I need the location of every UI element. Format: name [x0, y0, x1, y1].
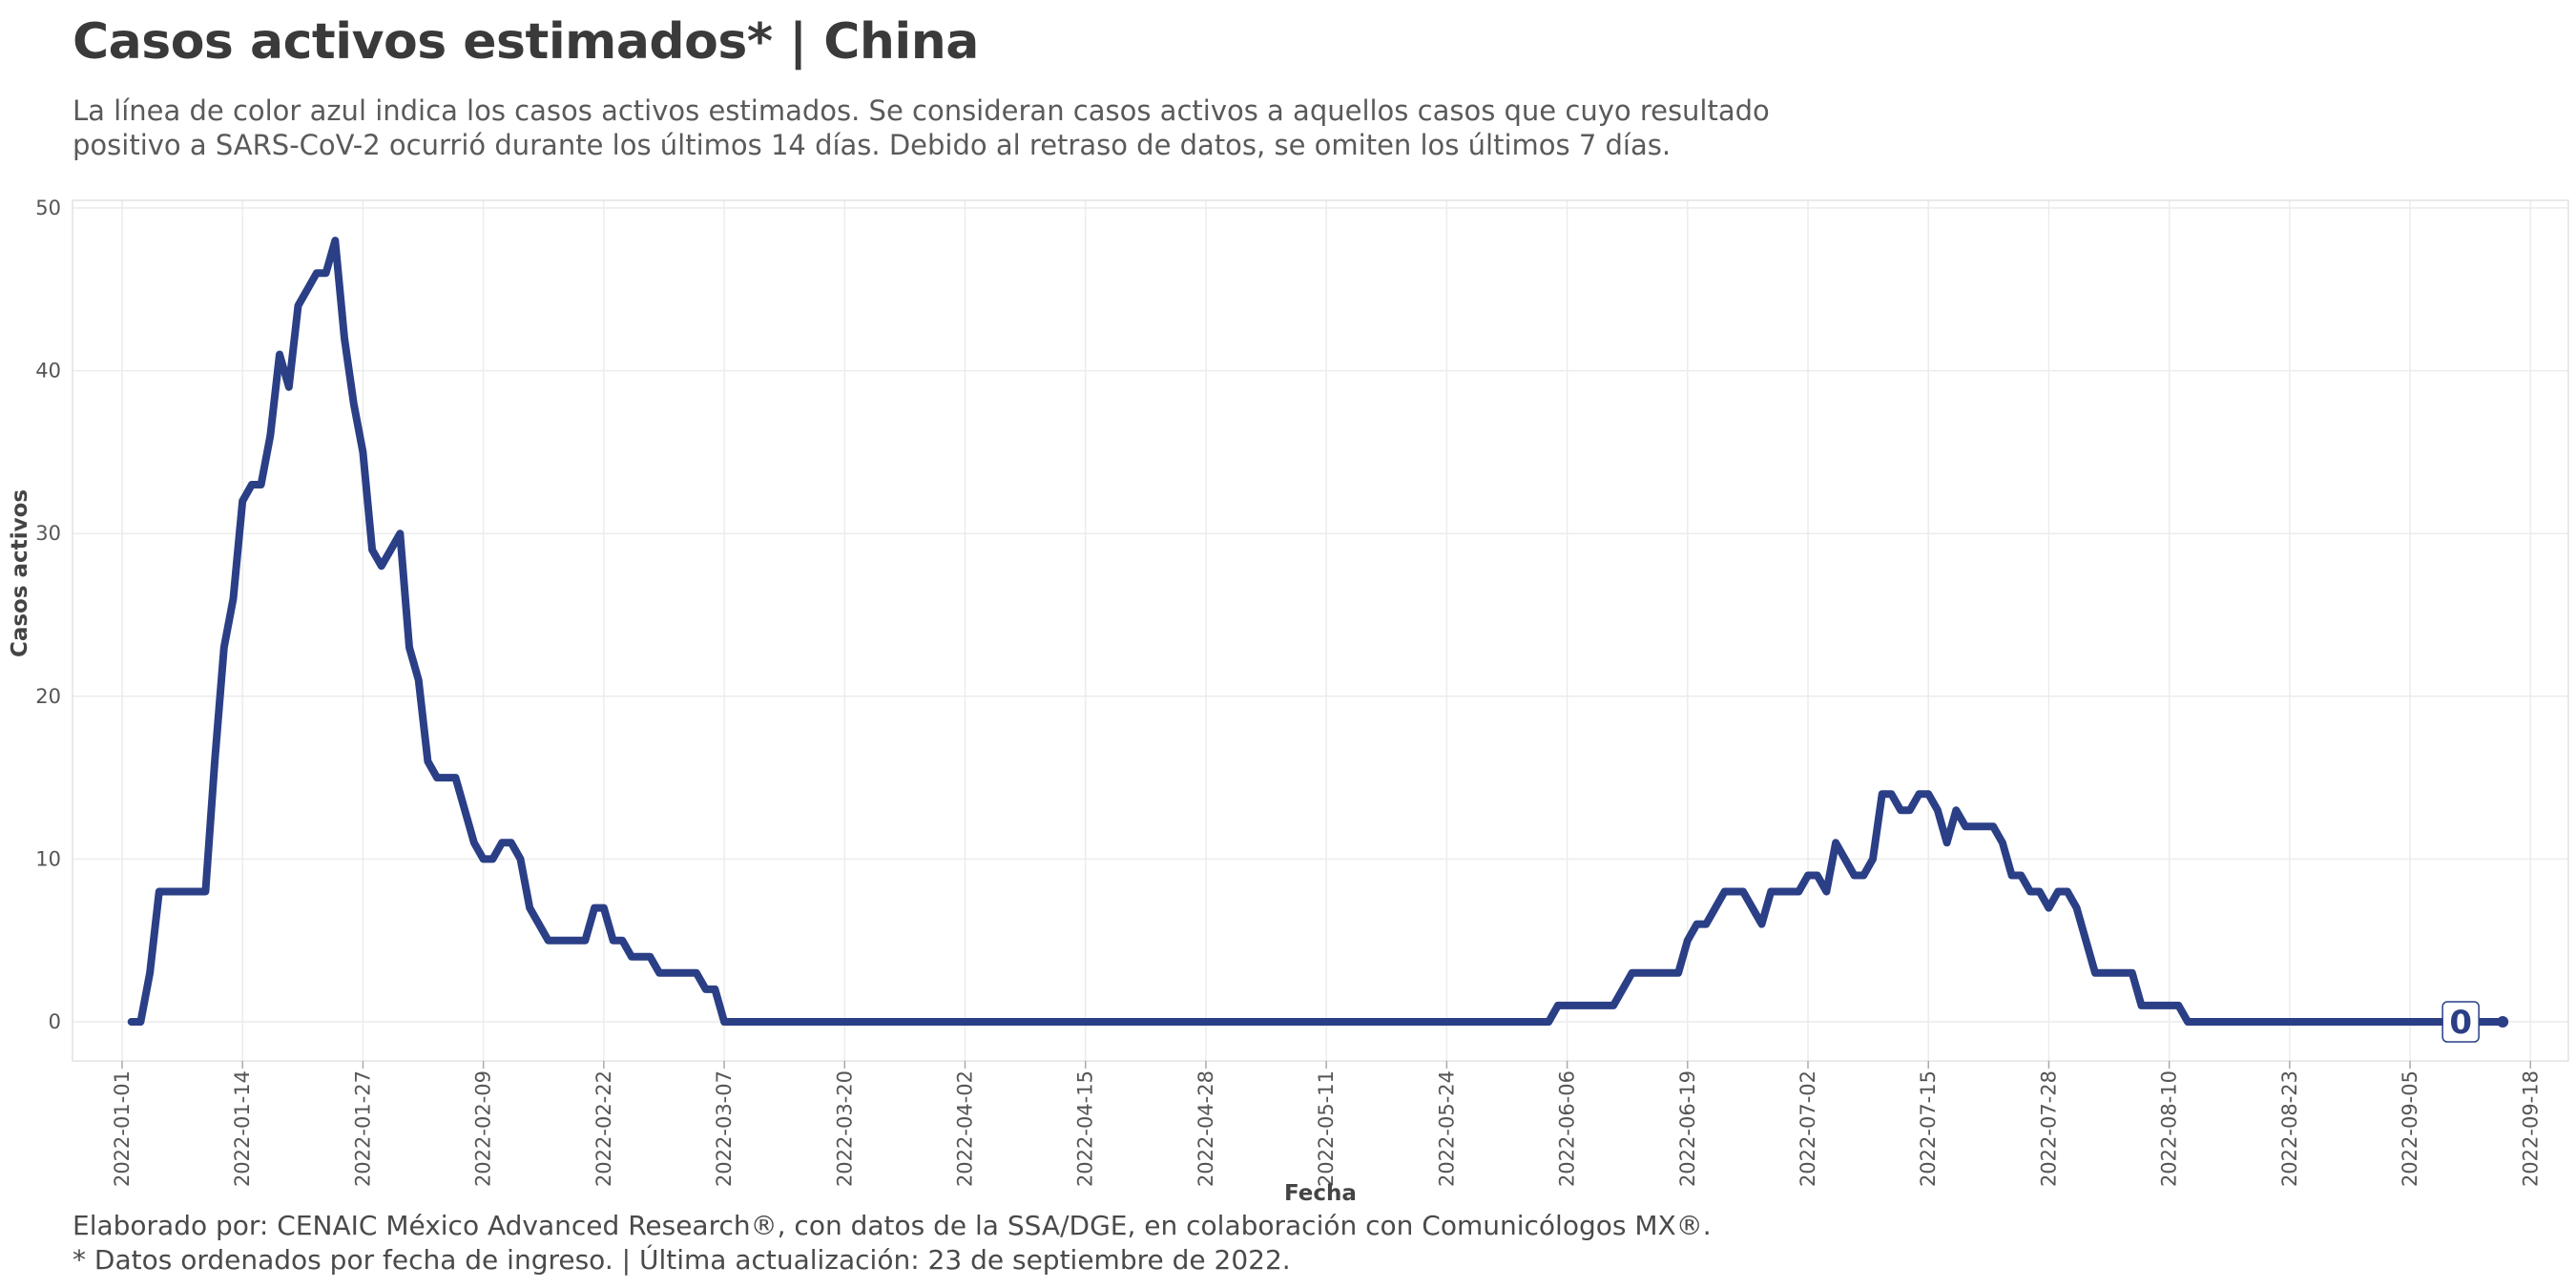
x-tick-label: 2022-02-09	[472, 1070, 495, 1187]
y-tick-label: 0	[49, 1010, 61, 1033]
x-tick-label: 2022-08-10	[2158, 1070, 2181, 1187]
y-tick-label: 40	[35, 360, 61, 383]
page-subtitle: La línea de color azul indica los casos …	[73, 94, 1770, 161]
x-tick-label: 2022-06-19	[1676, 1070, 1699, 1187]
x-axis-ticks: 2022-01-01 2022-01-14 2022-01-27 2022-02-09…	[111, 1061, 2542, 1187]
end-value-label: 0	[2441, 1001, 2480, 1043]
x-tick-label: 2022-02-22	[592, 1070, 615, 1187]
x-tick-label: 2022-07-02	[1797, 1070, 1819, 1187]
series-end-point[interactable]	[2497, 1016, 2509, 1028]
x-tick-label: 2022-08-23	[2278, 1070, 2301, 1187]
x-tick-label: 2022-09-05	[2399, 1070, 2421, 1187]
series-line-casos-activos[interactable]	[127, 237, 2507, 1026]
plot-frame	[72, 199, 2569, 1062]
x-axis-title: Fecha	[1284, 1181, 1357, 1206]
footer-caption: Elaborado por: CENAIC México Advanced Re…	[73, 1209, 1712, 1278]
x-tick-label: 2022-04-15	[1074, 1070, 1097, 1187]
x-tick-label: 2022-05-11	[1315, 1070, 1338, 1187]
x-tick-label: 2022-09-18	[2519, 1070, 2542, 1187]
end-value-label-box	[2441, 1001, 2480, 1043]
x-tick-label: 2022-01-27	[351, 1070, 374, 1187]
footer-note: * Datos ordenados por fecha de ingreso. …	[73, 1244, 1291, 1276]
x-tick-label: 2022-06-06	[1556, 1070, 1579, 1187]
grid	[73, 200, 2568, 1061]
x-tick-label: 2022-01-14	[231, 1070, 254, 1187]
y-tick-label: 20	[35, 685, 61, 708]
x-tick-label: 2022-05-24	[1435, 1070, 1458, 1187]
end-value-label-text: 0	[2449, 1004, 2472, 1042]
x-tick-label: 2022-04-02	[954, 1070, 977, 1187]
y-axis-title: Casos activos	[8, 489, 32, 657]
y-tick-label: 30	[35, 522, 61, 545]
page-title: Casos activos estimados* | China	[73, 13, 979, 71]
y-axis-ticks: 0 10 20 30 40 50	[35, 197, 61, 1033]
x-tick-label: 2022-07-15	[1917, 1070, 1940, 1187]
y-tick-label: 50	[35, 197, 61, 219]
x-tick-label: 2022-03-07	[713, 1070, 736, 1187]
footer-credits: Elaborado por: CENAIC México Advanced Re…	[73, 1210, 1712, 1241]
x-tick-label: 2022-03-20	[833, 1070, 856, 1187]
x-tick-label: 2022-07-28	[2037, 1070, 2060, 1187]
x-tick-label: 2022-01-01	[111, 1070, 134, 1187]
y-tick-label: 10	[35, 847, 61, 870]
x-tick-label: 2022-04-28	[1195, 1070, 1217, 1187]
